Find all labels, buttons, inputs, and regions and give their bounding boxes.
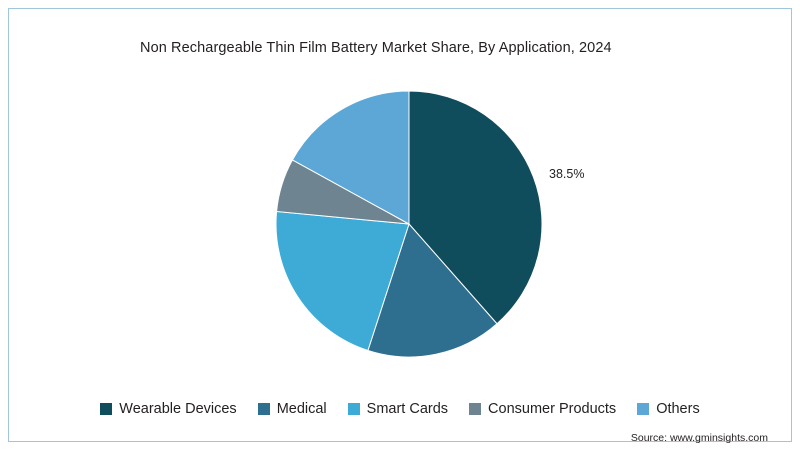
pie-slice (291, 90, 410, 225)
pie-slice (367, 223, 498, 358)
legend-swatch-icon (100, 403, 113, 415)
pie-slice-label-wearable-devices: 38.5% (549, 167, 585, 181)
chart-title: Non Rechargeable Thin Film Battery Marke… (140, 40, 612, 56)
legend-item-label: Wearable Devices (119, 401, 237, 417)
pie-slice (275, 210, 410, 352)
legend-item: Consumer Products (469, 401, 616, 417)
pie-chart-svg (275, 90, 543, 358)
legend-item-label: Smart Cards (366, 401, 449, 417)
legend-item: Wearable Devices (100, 401, 237, 417)
legend-item: Smart Cards (347, 401, 449, 417)
legend-swatch-icon (257, 403, 270, 415)
legend-item-label: Medical (276, 401, 327, 417)
legend-item-label: Others (656, 401, 700, 417)
legend-swatch-icon (347, 403, 360, 415)
pie-slice-group (275, 90, 543, 358)
legend-swatch-icon (637, 403, 650, 415)
chart-frame: Non Rechargeable Thin Film Battery Marke… (8, 8, 792, 444)
pie-chart (275, 90, 543, 358)
legend-item: Others (637, 401, 700, 417)
chart-legend: Wearable Devices Medical Smart Cards Consum… (9, 401, 791, 417)
source-attribution: Source: www.gminsights.com (630, 432, 768, 444)
legend-swatch-icon (469, 403, 482, 415)
legend-item-label: Consumer Products (488, 401, 617, 417)
legend-item: Medical (257, 401, 327, 417)
pie-slice (408, 90, 543, 325)
